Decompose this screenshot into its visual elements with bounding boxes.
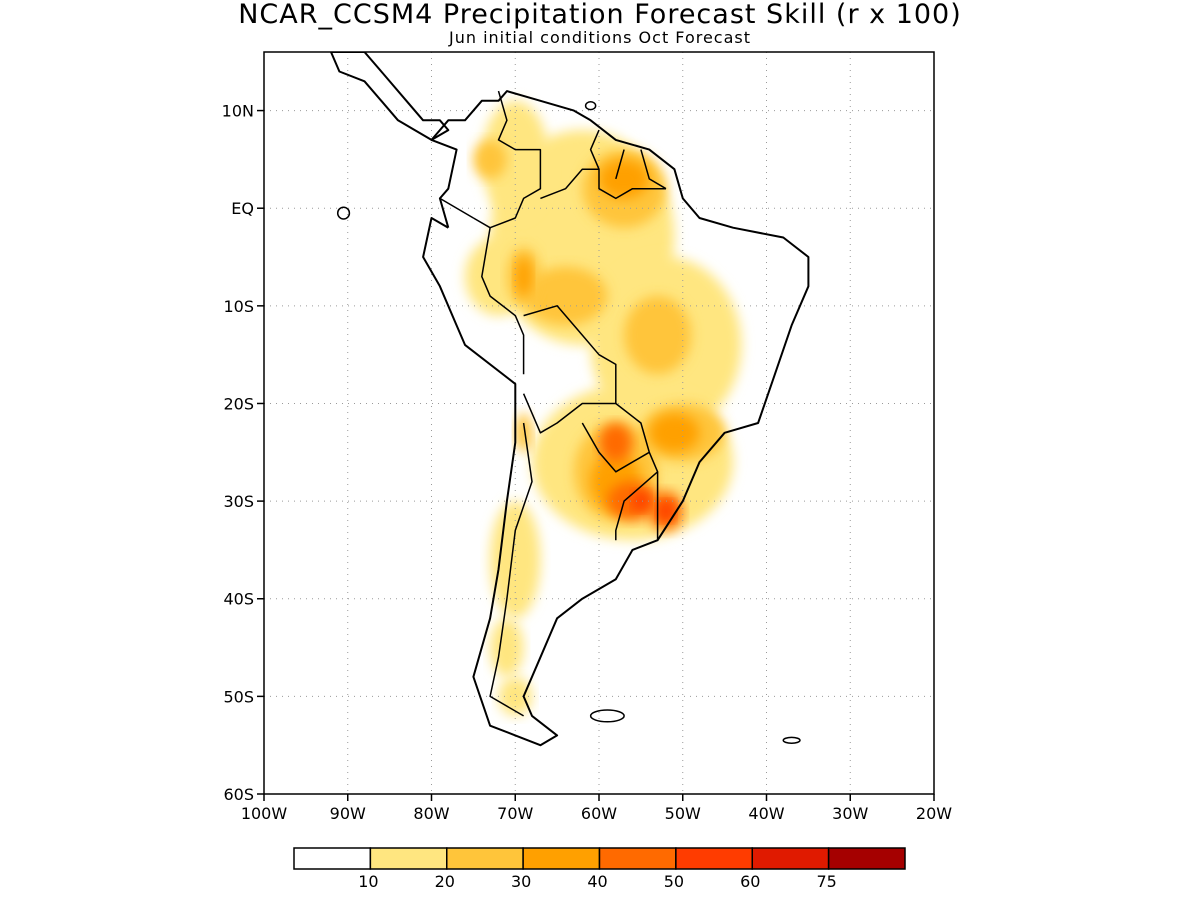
lat-tick-label: EQ	[231, 199, 254, 218]
south-america-coastline	[422, 90, 810, 747]
lon-tick-label: 60W	[581, 804, 617, 823]
country-border	[522, 305, 617, 434]
colorbar-swatch	[598, 847, 677, 870]
colorbar-swatch	[369, 847, 448, 870]
lon-tick-label: 70W	[497, 804, 533, 823]
lon-tick-label: 80W	[413, 804, 449, 823]
country-border	[640, 149, 667, 190]
skill-patch	[490, 618, 524, 677]
country-border	[481, 227, 525, 375]
lon-tick-label: 90W	[330, 804, 366, 823]
country-border	[540, 168, 599, 200]
colorbar-swatch	[827, 847, 906, 870]
skill-patch	[649, 413, 700, 453]
lat-tick-label: 50S	[223, 687, 254, 706]
island-outline	[589, 709, 625, 723]
coastlines	[330, 52, 810, 747]
skill-patch	[632, 491, 650, 511]
lat-tick-label: 40S	[223, 590, 254, 609]
skill-patch	[523, 266, 608, 326]
island-outline	[584, 101, 597, 111]
lat-tick-label: 10N	[222, 102, 254, 121]
skill-patch	[473, 139, 507, 179]
lat-tick-label: 10S	[223, 297, 254, 316]
colorbar-label: 40	[587, 872, 607, 891]
colorbar-label: 60	[740, 872, 760, 891]
lon-tick-label: 100W	[241, 804, 288, 823]
country-border	[473, 90, 542, 229]
central-america-coastline	[330, 52, 450, 141]
country-border	[439, 197, 474, 219]
colorbar-label: 50	[664, 872, 684, 891]
lon-tick-label: 50W	[665, 804, 701, 823]
skill-shading	[465, 100, 742, 716]
lat-tick-label: 30S	[223, 492, 254, 511]
colorbar-swatch	[675, 847, 753, 870]
country-border	[615, 452, 659, 541]
skill-patch	[481, 100, 549, 218]
colorbar-label: 75	[816, 872, 836, 891]
country-border	[589, 129, 666, 200]
colorbar: 10 20 30 40 50 60 75	[293, 847, 906, 891]
colorbar-swatch	[293, 847, 372, 870]
lat-tick-label: 20S	[223, 394, 254, 413]
country-border	[489, 422, 533, 717]
map-title: NCAR_CCSM4 Precipitation Forecast Skill …	[238, 0, 962, 30]
map-subtitle: Jun initial conditions Oct Forecast	[448, 28, 752, 47]
lon-tick-label: 40W	[748, 804, 784, 823]
colorbar-label: 10	[358, 872, 378, 891]
lat-tick-label: 60S	[223, 785, 254, 804]
colorbar-swatch	[751, 847, 830, 870]
colorbar-swatch	[446, 847, 524, 870]
colorbar-label: 30	[511, 872, 531, 891]
gridlines	[264, 52, 934, 794]
skill-patch	[515, 257, 532, 297]
island-outline	[782, 736, 801, 744]
skill-patch	[624, 296, 692, 375]
skill-patch	[490, 501, 541, 619]
country-border	[615, 149, 625, 180]
colorbar-label: 20	[435, 872, 455, 891]
skill-patch	[657, 501, 675, 521]
colorbar-swatch	[522, 847, 601, 870]
skill-patch	[599, 423, 633, 463]
country-border	[581, 402, 651, 473]
lon-tick-label: 20W	[916, 804, 952, 823]
skill-patch	[515, 413, 532, 453]
lon-tick-label: 30W	[832, 804, 868, 823]
island-outline	[336, 206, 351, 220]
